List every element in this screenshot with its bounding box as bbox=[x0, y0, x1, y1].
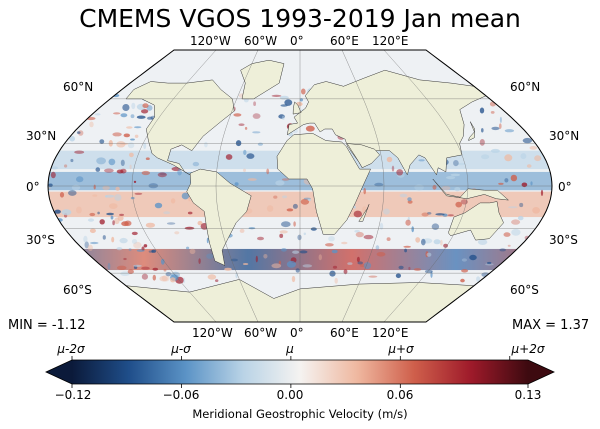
colorbar-tick-label-4: 0.06 bbox=[386, 388, 414, 402]
meridian-label-top-1: 120°W bbox=[190, 34, 231, 48]
land-polygon-1 bbox=[125, 79, 235, 176]
globe-outline bbox=[47, 49, 553, 323]
land-polygon-11 bbox=[468, 121, 475, 142]
land-polygon-9 bbox=[432, 178, 510, 201]
parallel-label-right-3: 0° bbox=[558, 180, 572, 194]
land-polygon-10 bbox=[358, 204, 370, 222]
land-polygon-5 bbox=[286, 69, 487, 176]
land-polygon-7 bbox=[448, 201, 504, 241]
parallel-label-left-5: 60°S bbox=[63, 283, 92, 297]
meridian-label-bottom-5: 120°E bbox=[372, 326, 409, 340]
land-polygon-4 bbox=[276, 133, 371, 235]
meridian-label-top-4: 60°E bbox=[330, 34, 359, 48]
colorbar-tick-label-3: 0.00 bbox=[276, 388, 304, 402]
land-polygon-2 bbox=[240, 59, 285, 100]
meridian-label-bottom-2: 60°W bbox=[244, 326, 278, 340]
parallel-label-left-3: 0° bbox=[26, 180, 40, 194]
ocean-field bbox=[48, 50, 552, 322]
min-value-label: MIN = -1.12 bbox=[8, 318, 86, 333]
land-masses bbox=[125, 59, 510, 322]
colorbar-ticks bbox=[71, 356, 529, 388]
colorbar-gradient bbox=[72, 360, 528, 384]
parallel-label-left-1: 60°N bbox=[63, 80, 94, 94]
colorbar bbox=[45, 356, 555, 388]
colorbar-label: Meridional Geostrophic Velocity (m/s) bbox=[192, 407, 408, 421]
parallel-label-left-2: 30°N bbox=[26, 129, 57, 143]
colorbar-tick-label-2: −0.06 bbox=[162, 388, 200, 402]
colorbar-extend-low bbox=[46, 360, 72, 384]
colorbar-tick-label-1: −0.12 bbox=[54, 388, 92, 402]
max-value-label: MAX = 1.37 bbox=[512, 318, 590, 333]
meridian-label-bottom-1: 120°W bbox=[192, 326, 233, 340]
graticule bbox=[48, 50, 552, 322]
sigma-label-plus-2: μ+2σ bbox=[511, 342, 545, 356]
parallel-label-left-4: 30°S bbox=[26, 233, 55, 247]
colorbar-tick-label-5: 0.13 bbox=[514, 388, 542, 402]
meridian-label-top-2: 60°W bbox=[244, 34, 278, 48]
meridian-label-bottom-4: 60°E bbox=[330, 326, 359, 340]
sigma-label-minus-1: μ-σ bbox=[171, 342, 191, 356]
parallel-label-right-5: 60°S bbox=[510, 283, 539, 297]
meridian-label-bottom-3: 0° bbox=[290, 326, 304, 340]
parallel-label-right-2: 30°N bbox=[549, 129, 580, 143]
sigma-label-minus-2: μ-2σ bbox=[57, 342, 85, 356]
world-map bbox=[47, 49, 553, 323]
meridian-label-top-3: 0° bbox=[290, 34, 304, 48]
colorbar-extend-high bbox=[528, 360, 554, 384]
sigma-label-mean: μ bbox=[286, 342, 294, 356]
land-polygon-6 bbox=[346, 143, 381, 169]
parallel-label-right-4: 30°S bbox=[549, 233, 578, 247]
parallel-label-right-1: 60°N bbox=[510, 80, 541, 94]
sigma-label-plus-1: μ+σ bbox=[388, 342, 414, 356]
map-title: CMEMS VGOS 1993-2019 Jan mean bbox=[79, 4, 521, 33]
meridian-label-top-5: 120°E bbox=[372, 34, 409, 48]
